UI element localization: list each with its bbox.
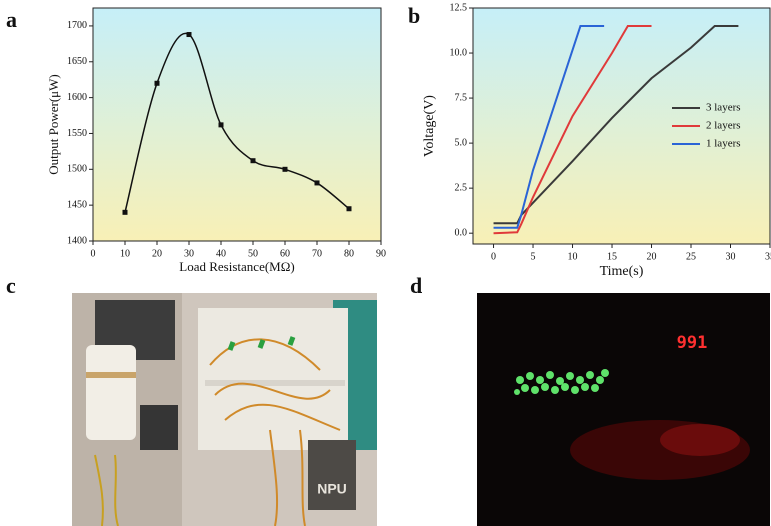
legend-label: 2 layers (706, 120, 741, 132)
data-line (493, 25, 652, 235)
x-tick-label: 0 (91, 248, 96, 259)
y-tick-label: 1550 (67, 128, 87, 139)
x-tick-label: 35 (765, 251, 771, 262)
y-tick-label: 5.0 (455, 137, 468, 148)
data-point (186, 32, 192, 38)
data-point (122, 209, 128, 215)
plot-area (472, 7, 771, 245)
x-tick-label: 70 (312, 248, 322, 259)
plot-area (92, 7, 382, 242)
x-tick-label: 30 (726, 251, 736, 262)
y-tick-label: 1450 (67, 199, 87, 210)
x-tick-label: 30 (184, 248, 194, 259)
x-tick-label: 0 (491, 251, 496, 262)
photo-c: NPU (72, 293, 377, 526)
y-tick-label: 1400 (67, 235, 87, 246)
data-point (346, 206, 352, 212)
x-tick-label: 50 (248, 248, 258, 259)
x-tick-label: 90 (376, 248, 386, 259)
photo-d: 991 (477, 293, 770, 526)
y-axis-title: Voltage(V) (422, 95, 437, 157)
y-tick-label: 10.0 (450, 47, 468, 58)
y-tick-label: 1500 (67, 164, 87, 175)
y-tick-label: 0.0 (455, 227, 468, 238)
data-point (218, 122, 224, 128)
panel-label: b (408, 3, 420, 28)
y-tick-label: 12.5 (450, 2, 468, 13)
x-tick-label: 15 (607, 251, 617, 262)
x-tick-label: 80 (344, 248, 354, 259)
x-tick-label: 60 (280, 248, 290, 259)
legend-label: 3 layers (706, 102, 741, 114)
x-tick-label: 10 (120, 248, 130, 259)
y-tick-label: 1700 (67, 20, 87, 31)
y-axis-title: Output Power(μW) (46, 74, 61, 174)
photo-text: 991 (677, 333, 708, 353)
x-tick-label: 10 (568, 251, 578, 262)
x-tick-label: 5 (531, 251, 536, 262)
panel-label: d (410, 273, 422, 298)
x-axis-title: Load Resistance(MΩ) (179, 259, 294, 274)
y-tick-label: 7.5 (455, 92, 468, 103)
x-tick-label: 40 (216, 248, 226, 259)
data-line (493, 25, 605, 229)
x-tick-label: 20 (152, 248, 162, 259)
x-axis-title: Time(s) (600, 264, 644, 279)
data-point (250, 158, 256, 164)
y-tick-label: 1650 (67, 56, 87, 67)
panel-label: c (6, 273, 16, 298)
data-point (314, 180, 320, 186)
x-tick-label: 25 (686, 251, 696, 262)
y-tick-label: 1600 (67, 92, 87, 103)
y-tick-label: 2.5 (455, 182, 468, 193)
data-point (282, 166, 288, 172)
photo-text: NPU (317, 481, 347, 497)
data-point (154, 80, 160, 86)
legend-label: 1 layers (706, 138, 741, 150)
x-tick-label: 20 (647, 251, 657, 262)
panel-label: a (6, 7, 17, 32)
